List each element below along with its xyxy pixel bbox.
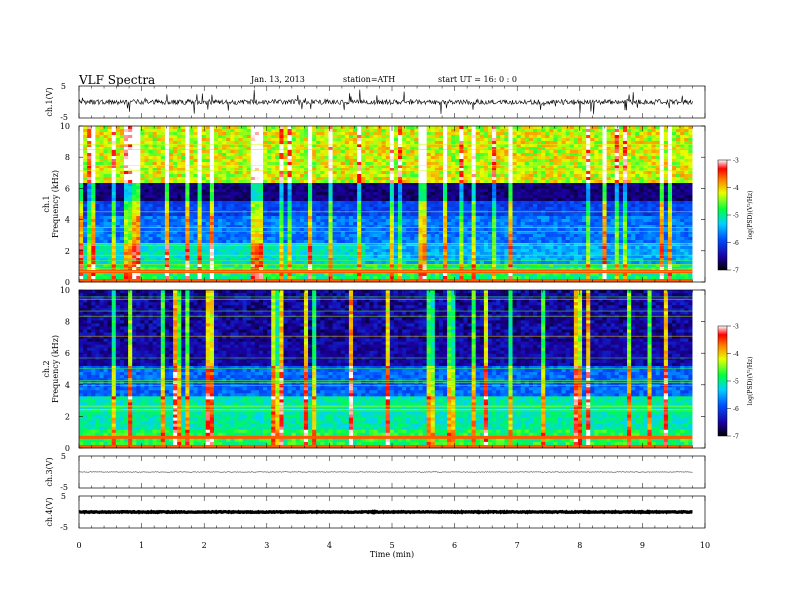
colorbar-tick-label: -3 bbox=[733, 158, 739, 165]
time-tick-label: 3 bbox=[264, 541, 269, 550]
ch2-spectrogram-channel-label: ch.2 bbox=[42, 360, 51, 377]
ch3-waveform-trace bbox=[78, 471, 693, 473]
time-tick-label: 5 bbox=[389, 541, 394, 550]
time-tick-label: 6 bbox=[452, 541, 457, 550]
ch3-ytick-bottom: -5 bbox=[60, 483, 68, 492]
station-label: station=ATH bbox=[343, 75, 395, 84]
time-tick-label: 0 bbox=[76, 541, 81, 550]
colorbar-tick-label: -7 bbox=[733, 434, 739, 441]
ch1-spectrogram-panel: 0 2 4 6 8 10 ch.1 Frequency (kHz) bbox=[42, 122, 706, 287]
ch2-spectrogram-panel: 0 2 4 6 8 10 ch.2 Frequency (kHz) bbox=[42, 286, 706, 453]
ch4-ytick-bottom: -5 bbox=[60, 523, 68, 532]
ch1-ytick-bottom: -5 bbox=[60, 113, 68, 122]
colorbar-tick-label: -4 bbox=[733, 351, 739, 358]
figure-title: VLF Spectra bbox=[78, 73, 155, 87]
freq-tick-label: 0 bbox=[65, 444, 70, 453]
time-tick-label: 7 bbox=[515, 541, 520, 550]
ch2-colorbar: -3 -4 -5 -6 -7 log(PSD)(V²/Hz) bbox=[717, 324, 754, 441]
ch1-spectrogram-heatmap bbox=[79, 126, 705, 283]
ch3-waveform-ylabel: ch.3(V) bbox=[45, 457, 54, 486]
freq-tick-label: 6 bbox=[65, 184, 70, 193]
time-ticks bbox=[78, 86, 706, 528]
ch2-spectrogram-heatmap bbox=[79, 290, 705, 449]
ch1-spectrogram-ylabel: Frequency (kHz) bbox=[51, 170, 60, 238]
ch1-waveform-panel: 5 -5 ch.1(V) bbox=[45, 82, 706, 122]
freq-tick-label: 10 bbox=[60, 286, 70, 295]
ch1-ytick-top: 5 bbox=[61, 82, 66, 91]
x-axis-label: Time (min) bbox=[370, 550, 414, 559]
freq-tick-label: 4 bbox=[65, 216, 70, 225]
time-tick-label: 4 bbox=[327, 541, 332, 550]
freq-tick-label: 2 bbox=[65, 247, 70, 256]
freq-tick-label: 0 bbox=[65, 278, 70, 287]
freq-tick-label: 8 bbox=[65, 318, 70, 327]
date-label: Jan. 13, 2013 bbox=[250, 75, 305, 84]
ch4-waveform-ylabel: ch.4(V) bbox=[45, 497, 54, 526]
ch4-ytick-top: 5 bbox=[61, 492, 66, 501]
freq-tick-label: 4 bbox=[65, 381, 70, 390]
time-tick-label: 10 bbox=[700, 541, 710, 550]
time-tick-labels: 0 1 2 3 4 5 6 7 8 9 10 bbox=[76, 541, 710, 550]
ch1-freq-ticks: 0 2 4 6 8 10 bbox=[60, 122, 705, 287]
time-tick-label: 9 bbox=[640, 541, 645, 550]
ch3-ytick-top: 5 bbox=[61, 452, 66, 461]
time-tick-label: 8 bbox=[577, 541, 582, 550]
ch1-waveform-ylabel: ch.1(V) bbox=[45, 87, 54, 116]
freq-tick-label: 8 bbox=[65, 153, 70, 162]
ch1-colorbar-label: log(PSD)(V²/Hz) bbox=[747, 191, 754, 240]
ch1-colorbar: -3 -4 -5 -6 -7 log(PSD)(V²/Hz) bbox=[717, 158, 754, 275]
colorbar-tick-label: -4 bbox=[733, 185, 739, 192]
colorbar-tick-label: -5 bbox=[733, 213, 739, 220]
time-tick-label: 1 bbox=[139, 541, 144, 550]
time-tick-label: 2 bbox=[202, 541, 207, 550]
ch3-waveform-panel: 5 -5 ch.3(V) bbox=[45, 452, 706, 492]
freq-tick-label: 10 bbox=[60, 122, 70, 131]
colorbar-tick-label: -3 bbox=[733, 324, 739, 331]
colorbar-tick-label: -7 bbox=[733, 268, 739, 275]
colorbar-tick-label: -5 bbox=[733, 379, 739, 386]
freq-tick-label: 2 bbox=[65, 412, 70, 421]
ch4-waveform-panel: 5 -5 ch.4(V) bbox=[45, 492, 706, 532]
ch2-colorbar-label: log(PSD)(V²/Hz) bbox=[747, 357, 754, 406]
freq-tick-label: 6 bbox=[65, 349, 70, 358]
start-time-label: start UT = 16: 0 : 0 bbox=[438, 75, 517, 84]
ch4-waveform-trace bbox=[78, 509, 693, 515]
colorbar-tick-label: -6 bbox=[733, 240, 739, 247]
ch1-waveform-trace bbox=[78, 89, 693, 115]
ch1-spectrogram-channel-label: ch.1 bbox=[42, 195, 51, 212]
ch2-freq-ticks: 0 2 4 6 8 10 bbox=[60, 286, 705, 453]
colorbar-tick-label: -6 bbox=[733, 406, 739, 413]
ch2-spectrogram-ylabel: Frequency (kHz) bbox=[51, 335, 60, 403]
